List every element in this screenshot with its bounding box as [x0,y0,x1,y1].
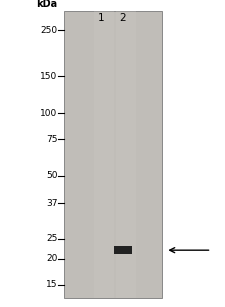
Text: 20: 20 [46,254,57,263]
Text: 250: 250 [40,26,57,35]
Text: 37: 37 [46,199,57,208]
Text: 100: 100 [40,109,57,118]
Text: kDa: kDa [36,0,57,9]
Text: 25: 25 [46,234,57,243]
Text: 1: 1 [98,14,105,23]
Text: 50: 50 [46,171,57,181]
Text: 15: 15 [46,280,57,289]
Text: 2: 2 [119,14,126,23]
Text: 75: 75 [46,135,57,144]
Text: 150: 150 [40,72,57,81]
